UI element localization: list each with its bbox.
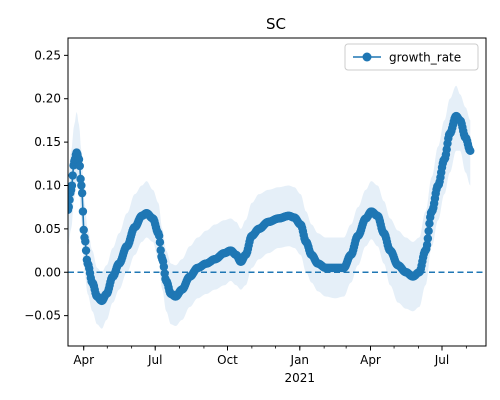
growth-rate-point <box>78 207 88 216</box>
y-tick-label: 0.25 <box>34 48 61 62</box>
growth-rate-point <box>68 171 77 180</box>
legend-box <box>344 43 479 71</box>
y-tick-label: 0.10 <box>34 178 61 192</box>
growth-rate-markers <box>68 111 475 306</box>
x-year-label: 2021 <box>285 371 316 385</box>
growth-rate-point <box>155 238 165 247</box>
x-tick-label: Jul <box>147 353 162 367</box>
growth-rate-point <box>154 231 164 240</box>
growth-rate-point <box>68 195 74 205</box>
chart-title: SC <box>266 15 286 33</box>
growth-rate-point <box>68 181 77 190</box>
x-tick-label: Oct <box>217 353 238 367</box>
growth-rate-point <box>79 225 88 235</box>
y-tick-label: 0.00 <box>34 265 61 279</box>
y-tick-label: 0.15 <box>34 135 61 149</box>
confidence-band <box>68 85 471 329</box>
x-tick-label: Apr <box>73 353 94 367</box>
legend: growth_rate <box>344 43 479 71</box>
axes-frame <box>67 37 487 347</box>
growth-rate-point <box>466 146 475 155</box>
growth-rate-point <box>77 181 86 190</box>
growth-rate-point <box>423 234 433 243</box>
growth-rate-point <box>425 219 434 228</box>
y-tick-label: 0.05 <box>34 222 61 236</box>
growth-rate-point <box>424 226 433 236</box>
plot-content <box>68 85 486 329</box>
x-tick-label: Apr <box>360 353 381 367</box>
plot-area <box>68 85 486 329</box>
growth-rate-point <box>81 246 91 255</box>
growth-rate-point <box>68 202 73 212</box>
x-tick-label: Jan <box>290 353 310 367</box>
axes: −0.05 0.00 0.05 0.10 0.15 0.20 0.25 Apr Jul Oct Ja… <box>24 37 487 385</box>
growth-rate-point <box>422 240 432 250</box>
y-tick-label: 0.20 <box>34 92 61 106</box>
growth-rate-point <box>81 237 90 246</box>
growth-rate-point <box>77 188 87 198</box>
growth-rate-point <box>76 174 85 184</box>
growth-rate-point <box>159 262 169 271</box>
growth-rate-point <box>156 246 165 255</box>
legend-label: growth_rate <box>389 51 461 65</box>
legend-marker-swatch <box>362 52 372 62</box>
y-tick-label: −0.05 <box>24 309 61 323</box>
growth-rate-point <box>74 155 84 164</box>
x-tick-label: Jul <box>434 353 449 367</box>
growth-rate-point <box>75 161 84 171</box>
